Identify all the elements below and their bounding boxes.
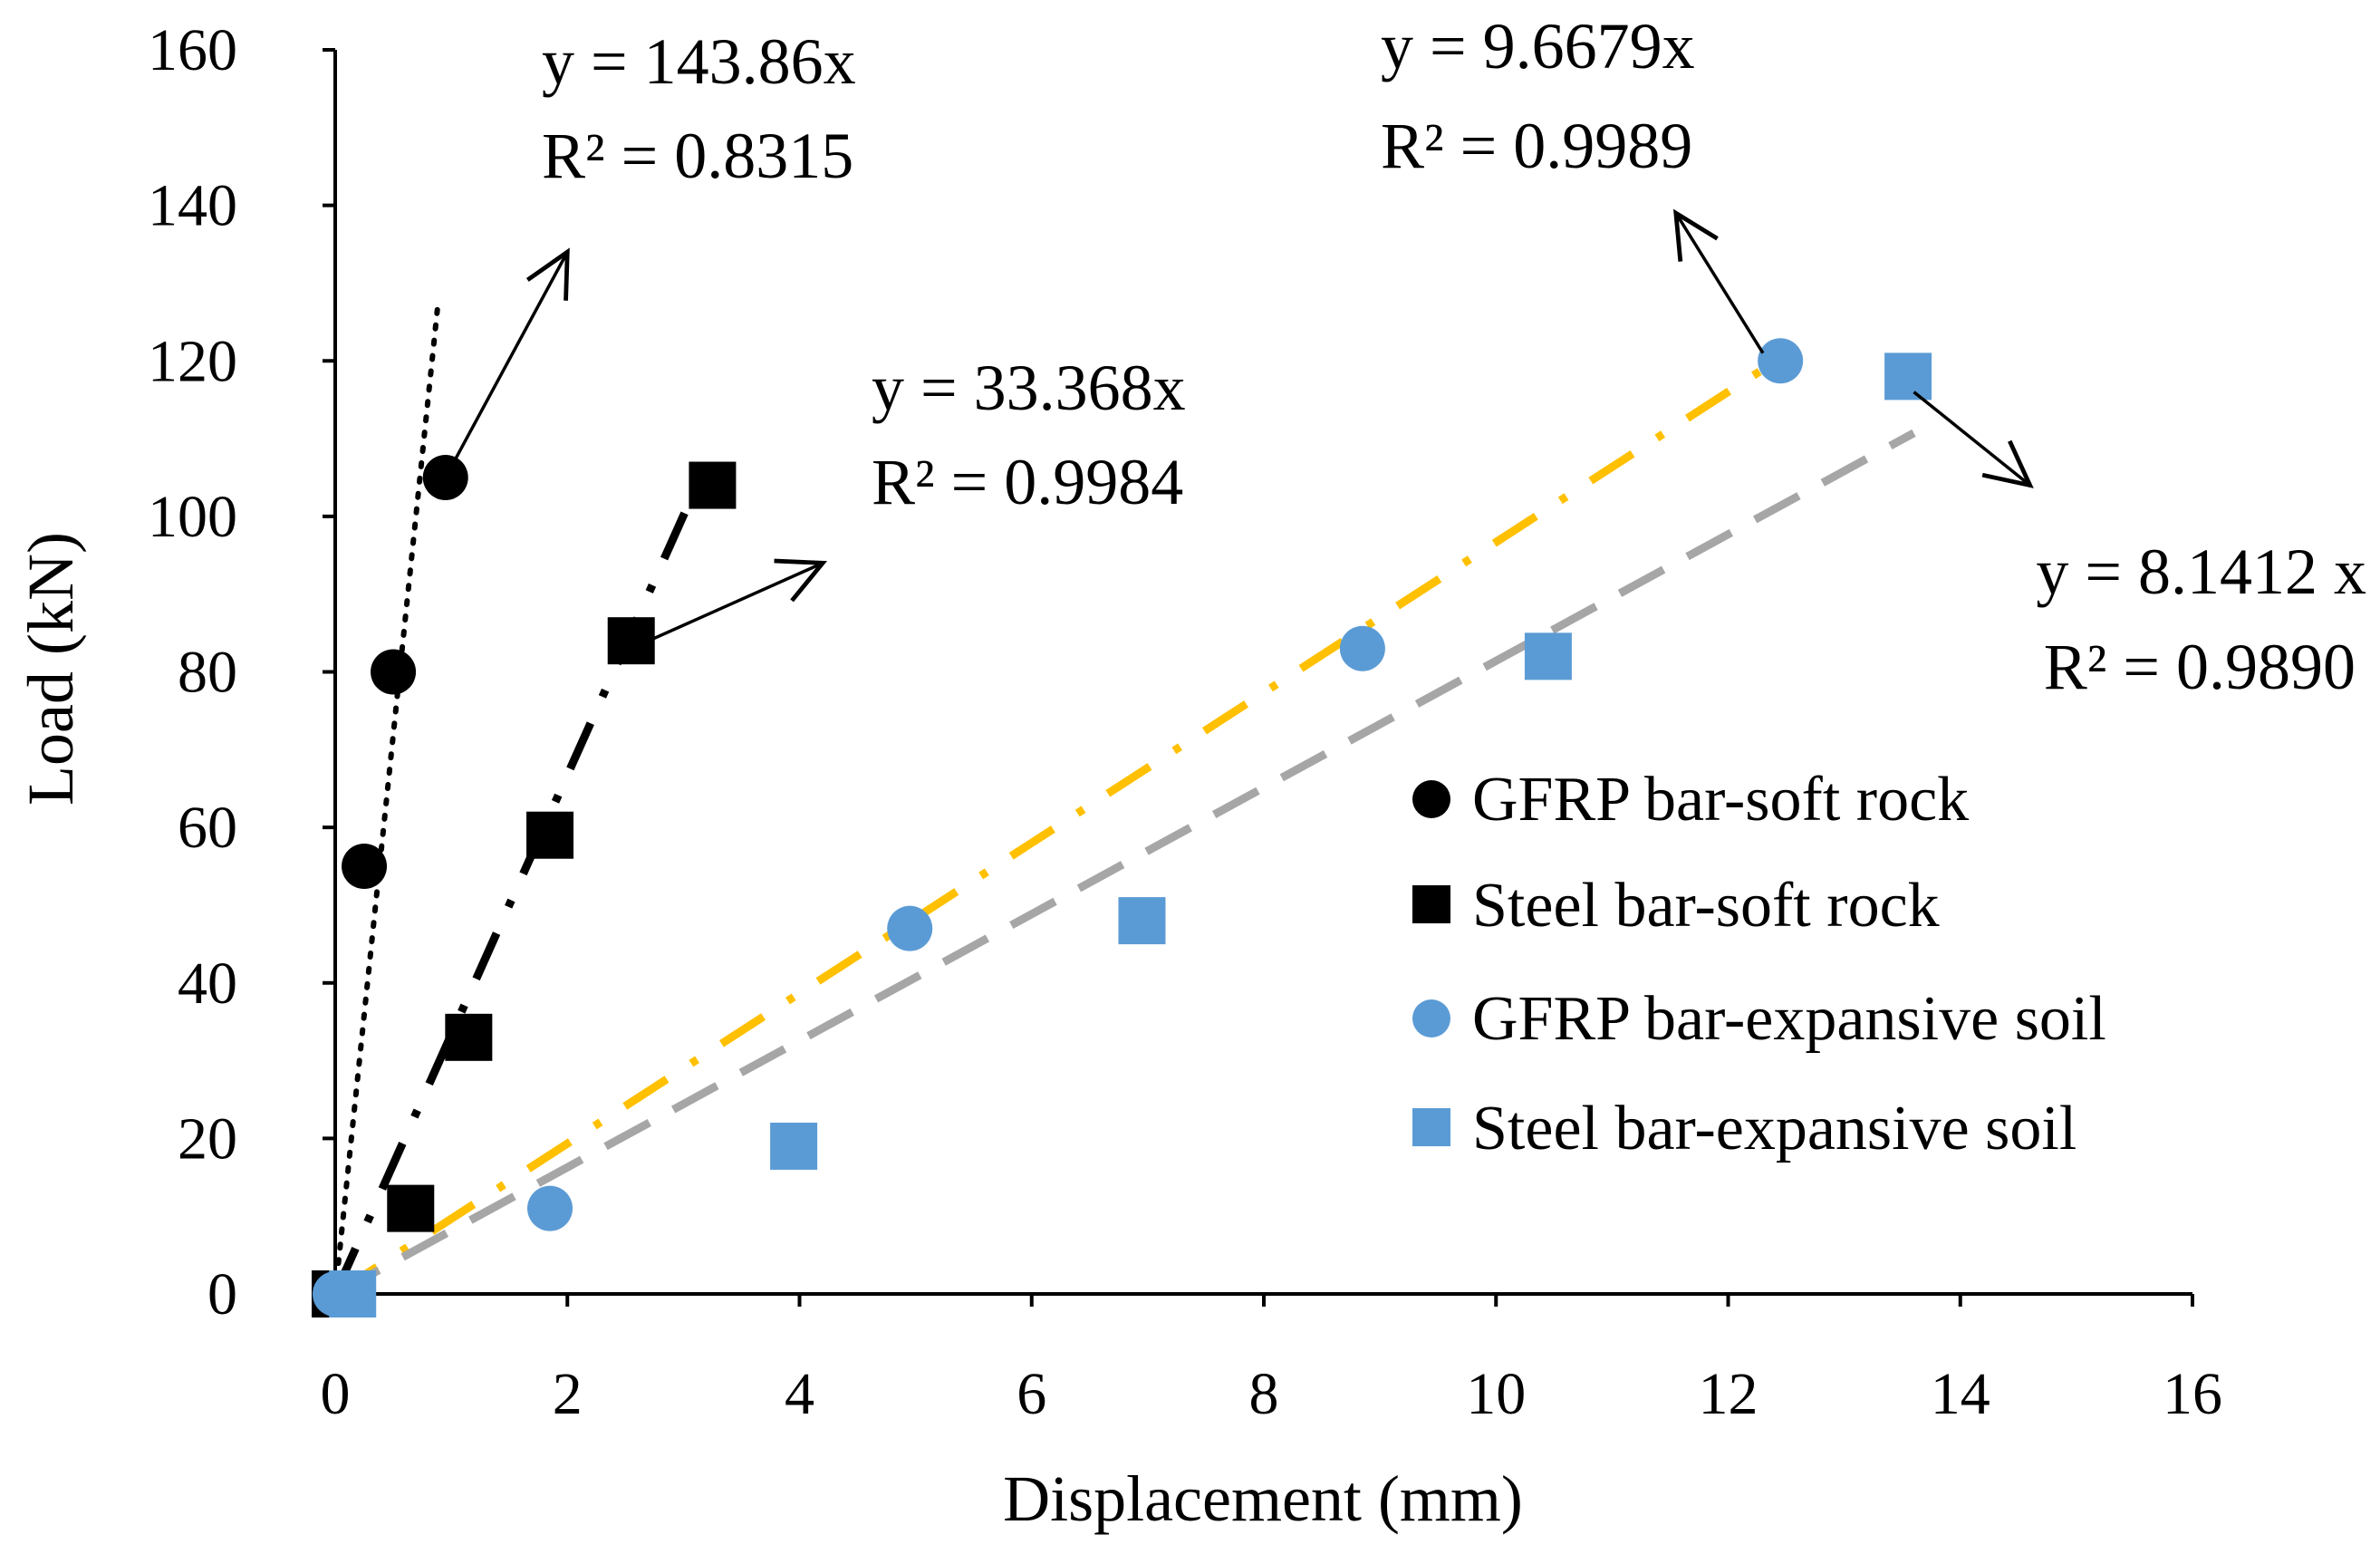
x-tick-label: 12 <box>1699 1361 1759 1427</box>
data-point-series-1 <box>689 461 737 509</box>
y-tick-label: 40 <box>178 951 237 1017</box>
data-point-series-2 <box>527 1185 573 1231</box>
y-tick-label: 160 <box>148 17 237 83</box>
data-point-series-3 <box>329 1270 377 1318</box>
data-point-series-3 <box>770 1122 818 1170</box>
trendline-series-0 <box>332 306 440 1297</box>
equation-gfrp-expansive-soil: y = 9.6679x <box>1381 10 1695 82</box>
y-tick-label: 140 <box>148 173 237 239</box>
r2-steel-soft-rock: R² = 0.9984 <box>872 446 1183 518</box>
legend-label-gfrp-expansive-soil: GFRP bar-expansive soil <box>1472 984 2106 1054</box>
legend-entry-gfrp-soft-rock: GFRP bar-soft rock <box>1412 765 1969 835</box>
x-tick-label: 0 <box>321 1361 351 1427</box>
legend-entry-steel-expansive-soil: Steel bar-expansive soil <box>1412 1094 2076 1163</box>
equation-steel-expansive-soil: y = 8.1412 x <box>2036 536 2366 608</box>
data-point-series-0 <box>371 649 417 695</box>
trendline-equations: y = 143.86x R² = 0.8315 y = 33.368x R² =… <box>542 10 2366 703</box>
legend-entry-steel-soft-rock: Steel bar-soft rock <box>1412 871 1940 941</box>
r2-steel-expansive-soil: R² = 0.9890 <box>2044 631 2356 703</box>
trendlines <box>331 306 1916 1298</box>
x-tick-label: 4 <box>785 1361 814 1427</box>
equation-steel-soft-rock: y = 33.368x <box>872 352 1186 424</box>
legend-marker-steel-expansive-soil <box>1412 1108 1450 1146</box>
data-point-series-1 <box>607 617 655 665</box>
legend: GFRP bar-soft rock Steel bar-soft rock G… <box>1412 765 2106 1163</box>
y-tick-label: 100 <box>148 484 237 550</box>
trendline-series-1 <box>331 461 711 1296</box>
legend-marker-gfrp-expansive-soil <box>1412 999 1450 1038</box>
legend-label-gfrp-soft-rock: GFRP bar-soft rock <box>1472 765 1969 835</box>
y-tick-label: 80 <box>178 640 237 706</box>
y-tick-label: 20 <box>178 1105 237 1172</box>
x-tick-label: 8 <box>1249 1361 1279 1427</box>
data-point-series-3 <box>1524 632 1572 680</box>
r2-gfrp-expansive-soil: R² = 0.9989 <box>1381 110 1692 182</box>
annotation-arrows <box>444 208 2034 642</box>
data-point-series-1 <box>526 811 574 859</box>
annotation-arrow-series-2 <box>1673 208 1765 354</box>
legend-label-steel-expansive-soil: Steel bar-expansive soil <box>1472 1094 2076 1163</box>
annotation-arrow-series-1 <box>648 558 828 642</box>
r2-gfrp-soft-rock: R² = 0.8315 <box>542 120 853 192</box>
legend-entry-gfrp-expansive-soil: GFRP bar-expansive soil <box>1412 984 2106 1054</box>
data-point-series-3 <box>1118 897 1166 945</box>
data-point-series-2 <box>887 905 933 951</box>
annotation-arrow-series-3 <box>1913 391 2034 488</box>
x-tick-label: 14 <box>1931 1361 1990 1427</box>
trendline-series-3 <box>332 429 1916 1298</box>
y-axis-title: Load (kN) <box>14 532 87 806</box>
data-point-series-1 <box>387 1184 435 1232</box>
legend-marker-gfrp-soft-rock <box>1412 780 1450 818</box>
x-tick-label: 2 <box>553 1361 583 1427</box>
data-point-series-0 <box>342 844 388 890</box>
y-tick-label: 0 <box>207 1261 237 1327</box>
x-tick-label: 10 <box>1466 1361 1526 1427</box>
y-ticks: 0 20 40 60 80 100 120 140 160 <box>148 17 335 1327</box>
data-point-series-3 <box>1884 352 1932 401</box>
data-markers <box>312 338 1932 1318</box>
y-tick-label: 120 <box>148 328 237 394</box>
annotation-arrow-series-0 <box>444 247 570 478</box>
x-tick-label: 16 <box>2163 1361 2222 1427</box>
x-tick-label: 6 <box>1017 1361 1046 1427</box>
x-axis-title: Displacement (mm) <box>1003 1462 1523 1535</box>
equation-gfrp-soft-rock: y = 143.86x <box>542 25 856 98</box>
trendline-series-2 <box>332 365 1766 1298</box>
x-ticks: 0 2 4 6 8 10 12 14 16 <box>321 1294 2222 1427</box>
data-point-series-1 <box>445 1013 493 1061</box>
data-point-series-2 <box>1339 625 1385 671</box>
data-point-series-2 <box>1758 338 1804 384</box>
legend-label-steel-soft-rock: Steel bar-soft rock <box>1472 871 1940 941</box>
y-tick-label: 60 <box>178 795 237 861</box>
legend-marker-steel-soft-rock <box>1412 885 1450 923</box>
